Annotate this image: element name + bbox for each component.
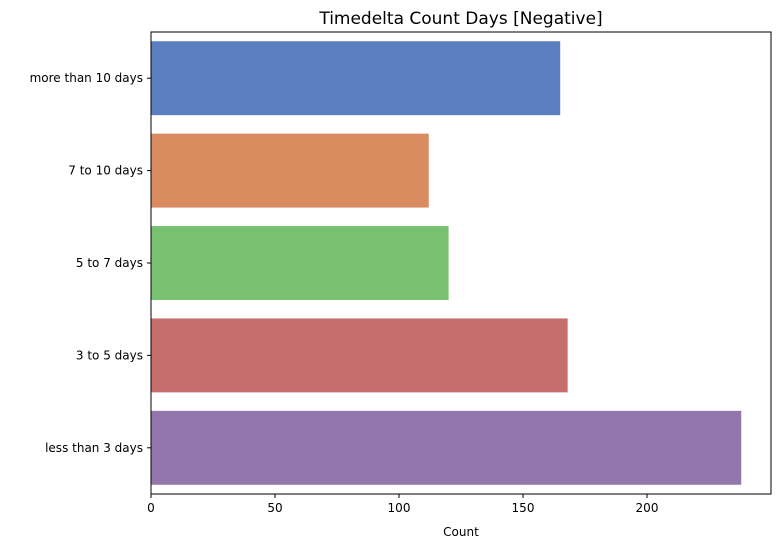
y-tick-label: more than 10 days (30, 71, 143, 85)
bar-more-than-10-days (151, 41, 561, 116)
bar-3-to-5-days (151, 318, 568, 393)
x-tick-label: 50 (267, 501, 282, 515)
y-tick-label: 7 to 10 days (68, 164, 143, 178)
x-tick-label: 100 (388, 501, 411, 515)
bar-5-to-7-days (151, 226, 449, 300)
plot-frame (150, 31, 772, 495)
x-tick-label: 0 (147, 501, 155, 515)
y-tick-label: 5 to 7 days (76, 256, 143, 270)
bar-less-than-3-days (151, 410, 742, 485)
bar-7-to-10-days (151, 133, 429, 208)
chart-title: Timedelta Count Days [Negative] (318, 9, 602, 29)
y-tick-label: less than 3 days (45, 441, 143, 455)
y-axis-ticks: more than 10 days 7 to 10 days 5 to 7 days… (30, 71, 151, 455)
x-axis-label: Count (443, 525, 479, 539)
bars-group (151, 41, 742, 485)
x-axis-ticks: 0 50 100 150 200 (147, 494, 658, 515)
y-tick-label: 3 to 5 days (76, 348, 143, 362)
x-tick-label: 150 (512, 501, 535, 515)
x-tick-label: 200 (636, 501, 659, 515)
